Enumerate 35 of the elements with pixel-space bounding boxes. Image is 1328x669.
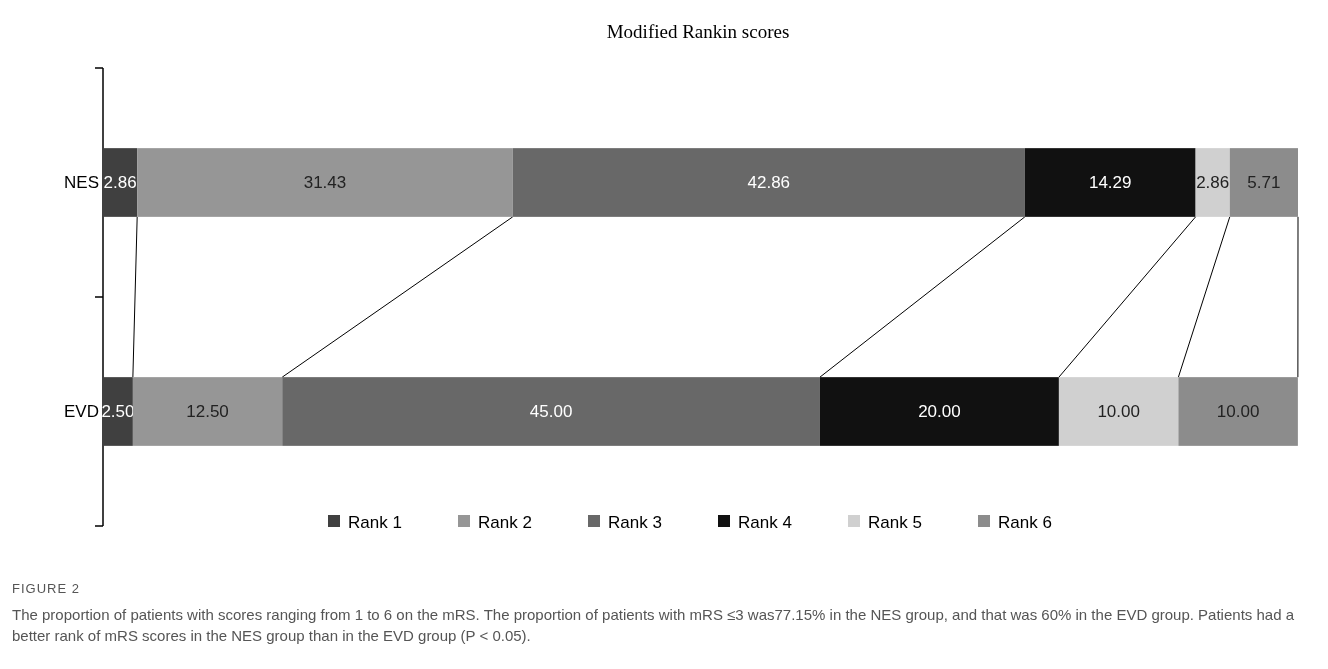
text: The proportion of patients with scores ranging from 1 to 6 on the mRS. The proportion of patients with mRS ≤3 was77.15% in the NES group, and that was 60% in the EVD group. Patients had a better rank of mRS scores in the NES group than in the EVD group (P < 0.05). (12, 605, 1295, 647)
bar (1229, 148, 1298, 217)
legend-label: Rank 5 (868, 512, 922, 532)
bar (103, 148, 138, 217)
legend-label: Rank 2 (478, 512, 532, 532)
data-label: 20.00 (918, 402, 961, 422)
data-label: 10.00 (1097, 402, 1140, 422)
data-label: 14.29 (1088, 173, 1132, 193)
bar (1178, 377, 1298, 446)
bar (1195, 148, 1230, 217)
bar (282, 377, 820, 446)
chart-title: Modified Rankin scores (606, 21, 790, 42)
bar (512, 148, 1025, 217)
y-tick-label: NES (64, 173, 99, 193)
data-label: 12.50 (186, 402, 229, 422)
data-label: 10.00 (1216, 402, 1260, 422)
y-tick-label: EVD (64, 402, 99, 422)
legend-label: Rank 4 (738, 512, 792, 532)
data-label: 2.86 (1196, 173, 1230, 193)
legend-label: Rank 1 (348, 512, 402, 532)
data-label: 2.50 (101, 402, 135, 422)
bar (103, 377, 133, 446)
data-label: 42.86 (747, 173, 791, 193)
legend-label: Rank 6 (998, 512, 1052, 532)
bar (132, 377, 283, 446)
data-label: 5.71 (1247, 173, 1281, 193)
data-label: 45.00 (529, 402, 573, 422)
bar (1058, 377, 1179, 446)
legend-label: Rank 3 (608, 512, 662, 532)
data-label: 31.43 (303, 173, 347, 193)
data-label: 2.86 (103, 173, 137, 193)
caption: FIGURE 2 (12, 580, 81, 598)
bar (819, 377, 1059, 446)
bar (1024, 148, 1196, 217)
bar (137, 148, 513, 217)
